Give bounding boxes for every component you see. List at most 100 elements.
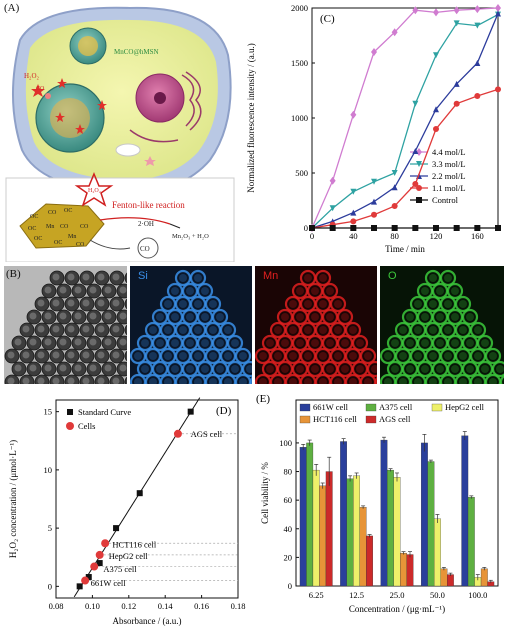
standard-point (136, 490, 143, 497)
reaction-arrow (99, 217, 171, 225)
nanoparticle (124, 272, 127, 284)
element-particle-core (429, 352, 437, 360)
bar (406, 554, 414, 587)
data-point (495, 10, 501, 17)
mn-label: Mn (68, 234, 76, 240)
x-tick-label: 25.0 (390, 590, 405, 600)
cell-annotation: 661W cell (91, 578, 127, 588)
element-particle (351, 334, 369, 352)
element-particle-core (141, 339, 149, 347)
data-point (412, 148, 419, 154)
legend-marker (66, 422, 74, 430)
element-particle-core (171, 365, 179, 373)
panel-b: Si Mn O (B) (4, 266, 504, 384)
data-point (495, 225, 501, 231)
element-particle (454, 295, 472, 313)
element-particle-core (429, 300, 437, 308)
nanoparticle-core (82, 351, 90, 359)
data-point (309, 225, 315, 231)
legend-label: AGS cell (379, 414, 411, 424)
element-particle-core (304, 352, 312, 360)
mnco-crystal-icon (19, 203, 105, 249)
nanoparticle-core (97, 325, 105, 333)
data-point (495, 4, 501, 12)
element-particle-core (356, 339, 364, 347)
nanoparticle-core (22, 325, 30, 333)
cell-annotation: AGS cell (191, 429, 223, 439)
x-tick-label: 0.08 (49, 601, 64, 611)
element-particle-core (399, 378, 407, 384)
element-particle-core (186, 365, 194, 373)
element-particle-core (209, 300, 217, 308)
element-particle-core (296, 339, 304, 347)
element-particle-core (304, 326, 312, 334)
legend-label: Control (432, 195, 459, 205)
panel-c: 0 40 80 120 160 0 500 1000 1500 2000 Time / min Nor… (240, 0, 508, 262)
legend-label: HepG2 cell (445, 402, 485, 412)
element-particle-core (224, 352, 232, 360)
nanoparticle-core (74, 312, 82, 320)
element-particle-core (194, 300, 202, 308)
element-particle-core (239, 378, 247, 384)
element-particle-core (444, 300, 452, 308)
element-particle-core (474, 378, 482, 384)
nanoparticle-core (82, 377, 90, 384)
element-particle-core (304, 300, 312, 308)
element-particle-core (384, 352, 392, 360)
element-particle-core (444, 326, 452, 334)
element-particle-core (414, 378, 422, 384)
element-particle-core (216, 339, 224, 347)
element-particle-core (436, 313, 444, 321)
legend-swatch (299, 403, 311, 412)
element-particle-core (296, 287, 304, 295)
y-axis-title: Cell viability / % (260, 462, 270, 524)
element-particle (476, 334, 494, 352)
bar (393, 477, 401, 587)
nanoparticle-core (74, 338, 82, 346)
particle-label: MnCO@hMSN (114, 48, 159, 56)
element-particle-core (156, 313, 164, 321)
data-point (329, 176, 336, 185)
element-particle-core (436, 287, 444, 295)
element-particle-core (459, 352, 467, 360)
element-particle-core (436, 339, 444, 347)
element-particle-core (289, 378, 297, 384)
data-point (371, 178, 377, 185)
element-particle-core (194, 378, 202, 384)
legend-marker (416, 197, 422, 203)
element-particle (366, 360, 377, 378)
data-point (433, 126, 439, 132)
element-particle-core (444, 274, 452, 282)
element-particle-core (149, 378, 157, 384)
y-tick-label: 2000 (291, 3, 308, 13)
element-particle-core (466, 339, 474, 347)
element-particle-core (429, 378, 437, 384)
element-particle-core (319, 274, 327, 282)
element-particle-core (384, 378, 392, 384)
element-particle-core (311, 287, 319, 295)
element-particle (439, 269, 457, 287)
element-particle-core (266, 365, 274, 373)
x-tick-label: 6.25 (309, 590, 324, 600)
element-particle-core (391, 339, 399, 347)
y-tick-label: 20 (284, 552, 293, 562)
cell-point (101, 539, 110, 548)
element-particle-core (164, 378, 172, 384)
legend-swatch (365, 403, 377, 412)
element-particle-core (281, 313, 289, 321)
cell-point (81, 576, 90, 585)
y-tick-label: 500 (295, 168, 308, 178)
legend-label: 2.2 mol/L (432, 171, 466, 181)
element-particle (344, 321, 362, 339)
products-label: Mn₂O₃ + H₂O (172, 233, 209, 240)
oc-label: OC (28, 226, 36, 232)
nanoparticle-core (82, 325, 90, 333)
oc-label: OC (34, 236, 42, 242)
element-particle-core (156, 365, 164, 373)
element-particle-core (304, 378, 312, 384)
nanoparticle-core (97, 273, 105, 281)
element-particle-core (421, 339, 429, 347)
bar (346, 478, 354, 587)
x-tick-label: 0.12 (121, 601, 136, 611)
element-particle-core (481, 339, 489, 347)
